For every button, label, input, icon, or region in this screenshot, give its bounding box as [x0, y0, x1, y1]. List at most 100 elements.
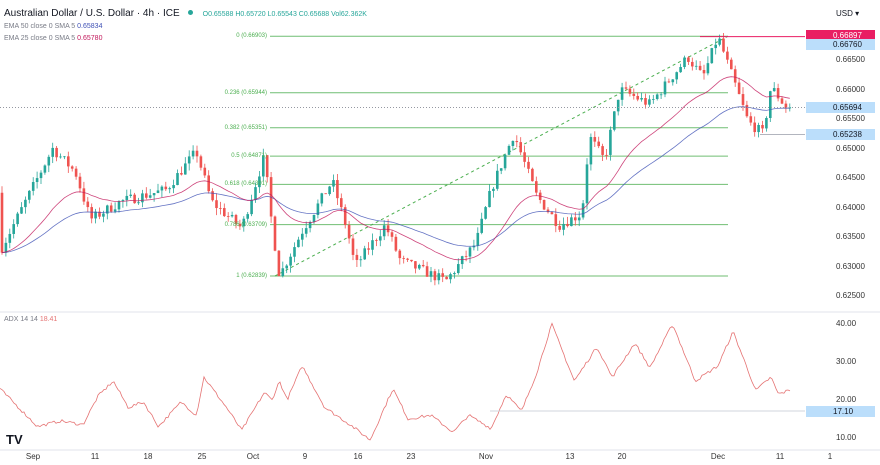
time-tick: Sep: [25, 452, 41, 461]
candle-body: [4, 242, 8, 253]
candle-body: [511, 140, 515, 146]
candle-body: [632, 93, 636, 96]
time-tick: 1: [827, 452, 833, 461]
candle-body: [308, 221, 312, 229]
close-value: C0.65688: [298, 11, 330, 18]
candle-body: [137, 202, 140, 204]
candle-body: [316, 203, 320, 215]
price-tag-high: 0.66897: [806, 30, 875, 42]
candle-body: [406, 258, 409, 260]
fib-level-label: 0.618 (0.64391): [224, 181, 267, 188]
candle-body: [145, 193, 148, 198]
candle-body: [624, 87, 628, 89]
candle-body: [726, 51, 729, 60]
candle-body: [230, 214, 234, 217]
candle-body: [320, 193, 324, 204]
candle-body: [628, 88, 632, 94]
candle-body: [605, 154, 608, 156]
candle-body: [648, 99, 651, 105]
candle-body: [31, 182, 35, 191]
candle-body: [254, 187, 257, 200]
candle-body: [585, 164, 589, 204]
candle-body: [515, 140, 519, 143]
time-tick: Dec: [710, 452, 726, 461]
candle-body: [78, 176, 82, 189]
candle-body: [141, 193, 144, 203]
candle-body: [733, 69, 737, 83]
fib-level-label: 1 (0.62839): [236, 272, 267, 279]
candle-body: [74, 168, 78, 177]
candle-body: [293, 247, 296, 257]
candle-body: [722, 38, 725, 52]
candle-body: [780, 98, 784, 104]
candle-body: [741, 94, 745, 105]
candle-body: [98, 211, 101, 217]
candle-body: [273, 216, 277, 251]
candle-body: [39, 172, 43, 179]
candle-body: [480, 218, 483, 233]
candle-body: [351, 238, 355, 255]
candle-body: [16, 213, 19, 225]
candle-body: [425, 266, 429, 277]
candle-body: [285, 265, 288, 269]
fib-level-label: 0 (0.66903): [236, 33, 267, 40]
candle-body: [211, 191, 214, 201]
fib-level-label: 0.786 (0.63709): [224, 221, 267, 228]
candle-body: [129, 194, 132, 196]
candle-body: [289, 256, 292, 266]
candle-body: [43, 165, 47, 173]
candle-body: [667, 81, 671, 83]
candle-body: [203, 167, 207, 176]
volume-value: Vol62.362K: [331, 11, 367, 18]
candle-body: [492, 188, 495, 191]
candle-body: [382, 225, 386, 237]
time-tick: 16: [353, 452, 363, 461]
currency-selector[interactable]: USD ▾: [836, 9, 860, 18]
candle-body: [784, 103, 788, 109]
candle-body: [297, 239, 300, 248]
ema25-legend[interactable]: EMA 25 close 0 SMA 5 0.65780: [4, 35, 102, 42]
candle-body: [519, 142, 522, 153]
candle-body: [301, 233, 304, 240]
open-value: O0.65588: [202, 11, 234, 18]
candle-body: [527, 161, 530, 169]
candle-body: [464, 256, 468, 257]
ema50-legend[interactable]: EMA 50 close 0 SMA 5 0.65834: [4, 23, 102, 30]
candle-body: [102, 213, 105, 217]
price-tick: 0.64000: [836, 202, 865, 212]
candle-body: [59, 156, 62, 158]
candle-body: [375, 240, 378, 242]
symbol-text: Australian Dollar / U.S. Dollar · 4h · I…: [4, 8, 180, 19]
candle-body: [531, 168, 534, 182]
candle-body: [589, 137, 593, 165]
candle-body: [691, 61, 694, 67]
candle-body: [441, 273, 444, 277]
candle-body: [242, 218, 246, 227]
price-tick: 0.65500: [836, 114, 865, 123]
candle-body: [620, 87, 624, 100]
candle-body: [445, 276, 448, 280]
candle-body: [593, 137, 597, 142]
price-tag-info: 0.65694: [806, 102, 875, 114]
candle-body: [343, 207, 347, 225]
fib-level-label: 0.5 (0.64871): [231, 153, 267, 160]
candle-body: [644, 98, 647, 105]
candle-body: [160, 186, 164, 191]
price-tick: 0.63500: [836, 232, 865, 241]
candle-body: [63, 156, 66, 158]
candle-body: [359, 259, 363, 261]
symbol-title[interactable]: Australian Dollar / U.S. Dollar · 4h · I…: [4, 8, 367, 19]
candle-body: [546, 209, 550, 213]
candle-body: [70, 166, 74, 169]
candle-body: [277, 250, 281, 277]
candle-body: [219, 208, 222, 209]
adx-legend[interactable]: ADX 14 14 18.41: [4, 316, 57, 323]
candle-body: [574, 217, 577, 221]
candle-body: [312, 214, 316, 222]
adx-tick: 20.00: [836, 395, 857, 404]
candle-body: [109, 205, 113, 212]
candle-body: [113, 209, 117, 212]
tradingview-logo[interactable]: TV: [6, 432, 23, 447]
candle-body: [671, 79, 675, 83]
